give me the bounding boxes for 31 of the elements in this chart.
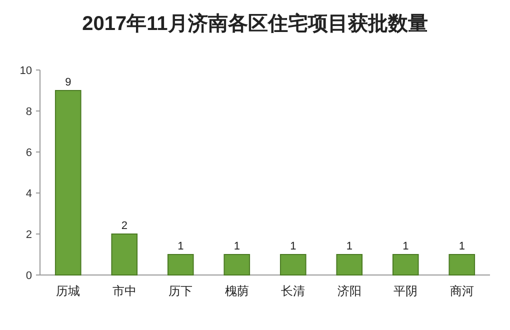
data-label: 1: [402, 240, 409, 252]
y-tick-label: 8: [26, 106, 32, 118]
x-tick-label: 市中: [112, 284, 136, 298]
data-label: 9: [65, 76, 72, 88]
x-tick-label: 历城: [56, 284, 80, 298]
bar: [167, 254, 194, 276]
bar: [224, 254, 250, 276]
bar: [448, 254, 476, 276]
data-label: 1: [178, 240, 184, 252]
x-tick-label: 济阳: [337, 284, 362, 298]
bar: [392, 254, 419, 276]
bar: [54, 90, 82, 276]
x-tick-label: 商河: [450, 284, 474, 298]
bar: [280, 254, 306, 276]
x-tick-label: 长清: [281, 284, 306, 298]
y-tick-label: 4: [26, 188, 32, 200]
data-label: 1: [234, 240, 240, 252]
x-tick-label: 平阴: [394, 284, 418, 298]
data-label: 1: [290, 240, 296, 252]
bar: [336, 254, 363, 276]
chart-title: 2017年11月济南各区住宅项目获批数量: [82, 12, 428, 35]
data-label: 1: [458, 240, 465, 252]
x-tick-label: 槐荫: [224, 284, 249, 298]
y-tick-label: 2: [26, 229, 32, 241]
data-label: 2: [121, 220, 128, 232]
y-tick-label: 6: [26, 147, 32, 159]
y-tick-label: 0: [26, 270, 32, 282]
y-tick-label: 10: [20, 65, 32, 77]
x-tick-label: 历下: [168, 284, 193, 298]
data-label: 1: [346, 240, 352, 252]
bar: [111, 234, 138, 276]
